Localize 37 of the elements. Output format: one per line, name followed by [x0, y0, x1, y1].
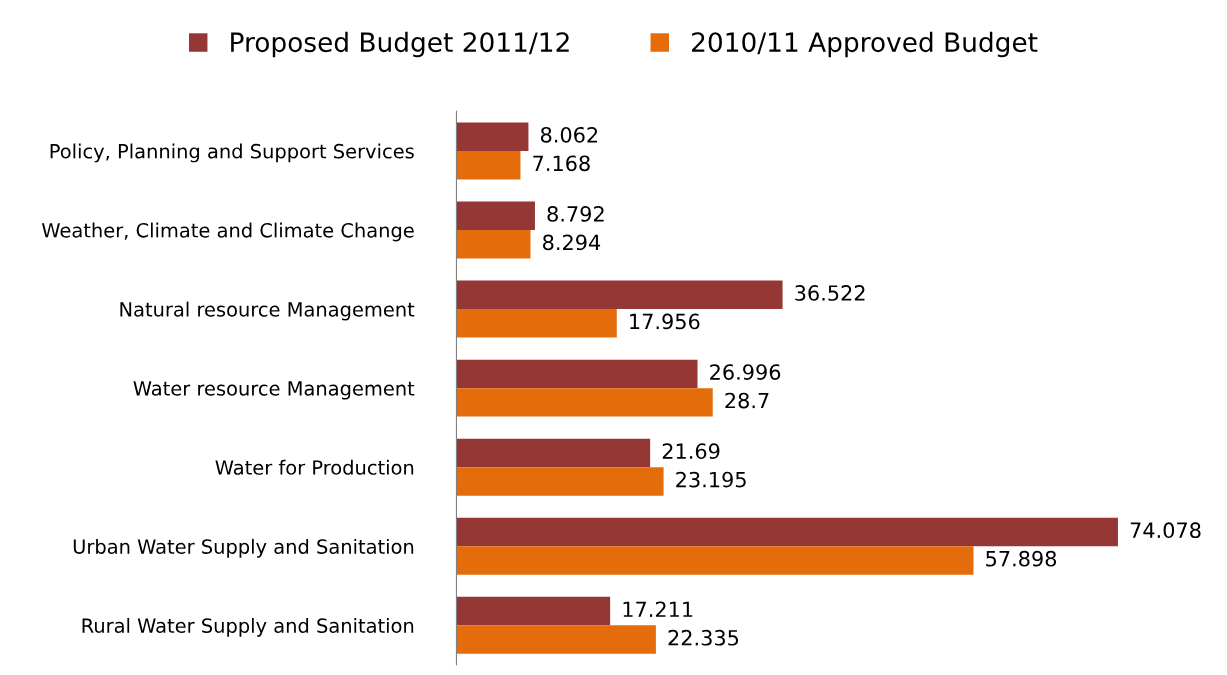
- y-tick-label: Urban Water Supply and Sanitation: [73, 538, 414, 558]
- legend-label: 2010/11 Approved Budget: [692, 31, 1038, 58]
- data-label: 7.168: [533, 155, 590, 172]
- bar: [456, 150, 521, 180]
- bar: [456, 517, 1118, 547]
- data-label: 17.211: [623, 601, 693, 617]
- y-tick-label: Rural Water Supply and Sanitation: [82, 617, 414, 637]
- y-tick-label: Natural resource Management: [120, 301, 415, 321]
- data-label: 74.078: [1130, 522, 1201, 539]
- y-tick-label: Weather, Climate and Climate Change: [41, 222, 414, 242]
- bar: [456, 359, 698, 389]
- data-label: 22.335: [668, 629, 739, 646]
- data-label: 57.898: [986, 550, 1057, 567]
- y-tick-label: Water resource Management: [133, 381, 415, 400]
- bar: [456, 201, 535, 230]
- bar: [456, 229, 531, 259]
- bar: [456, 388, 713, 417]
- data-label: 17.956: [630, 313, 700, 330]
- data-label: 23.195: [676, 471, 746, 488]
- bar: [456, 546, 974, 575]
- data-label: 28.7: [725, 392, 769, 409]
- bar: [456, 438, 651, 468]
- data-label: 36.522: [795, 285, 865, 301]
- bar: [456, 122, 529, 151]
- y-tick-label: Policy, Planning and Support Services: [50, 143, 414, 163]
- bar: [456, 625, 656, 654]
- bar: [456, 280, 783, 310]
- y-tick-label: Water for Production: [215, 459, 414, 475]
- legend-label: Proposed Budget 2011/12: [231, 31, 569, 58]
- bar: [456, 467, 664, 496]
- data-label: 8.792: [547, 206, 604, 222]
- data-label: 21.69: [662, 443, 720, 460]
- data-label: 26.996: [710, 364, 781, 380]
- data-label: 8.062: [540, 126, 598, 143]
- bar: [456, 596, 611, 626]
- bar: [456, 309, 617, 338]
- data-label: 8.294: [543, 234, 601, 251]
